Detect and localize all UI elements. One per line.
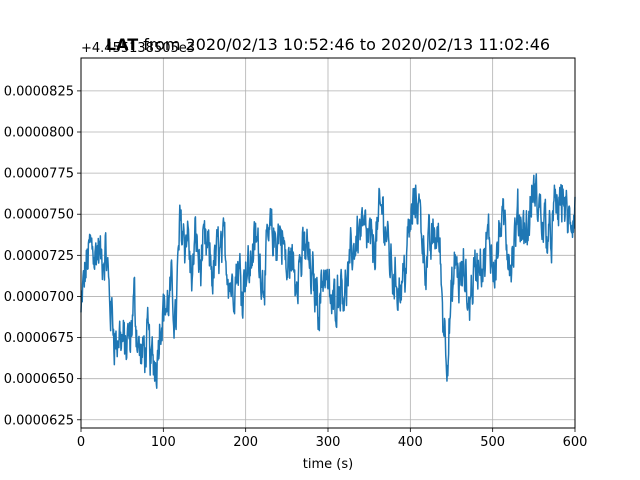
chart-title-bold: LAT [106, 35, 138, 54]
y-tick-label: 0.0000650 [4, 372, 74, 387]
y-tick-label: 0.0000775 [4, 167, 74, 182]
y-tick-label: 0.0000625 [4, 413, 74, 428]
x-tick-label: 300 [316, 435, 341, 450]
y-tick-label: 0.0000700 [4, 290, 74, 305]
x-tick-label: 500 [480, 435, 505, 450]
chart-title: LAT from 2020/02/13 10:52:46 to 2020/02/… [106, 35, 550, 54]
y-tick-label: 0.0000800 [4, 126, 74, 141]
y-tick-label: 0.0000675 [4, 331, 74, 346]
x-tick-label: 0 [77, 435, 85, 450]
x-tick-label: 100 [151, 435, 176, 450]
x-tick-label: 200 [233, 435, 258, 450]
y-tick-label: 0.0000750 [4, 208, 74, 223]
x-axis-label: time (s) [303, 457, 353, 472]
lat-series-line [80, 173, 576, 389]
x-tick-label: 400 [398, 435, 423, 450]
y-offset-label: +4.455138505e3 [81, 41, 195, 56]
y-tick-label: 0.0000825 [4, 84, 74, 99]
y-tick-label: 0.0000725 [4, 249, 74, 264]
x-tick-label: 600 [563, 435, 588, 450]
axis-ticks: 0 100 200 300 400 500 600 0.0000625 0.0000650 0.0… [4, 84, 588, 450]
chart-title-rest: from 2020/02/13 10:52:46 to 2020/02/13 1… [138, 35, 550, 54]
data-series [80, 173, 576, 389]
